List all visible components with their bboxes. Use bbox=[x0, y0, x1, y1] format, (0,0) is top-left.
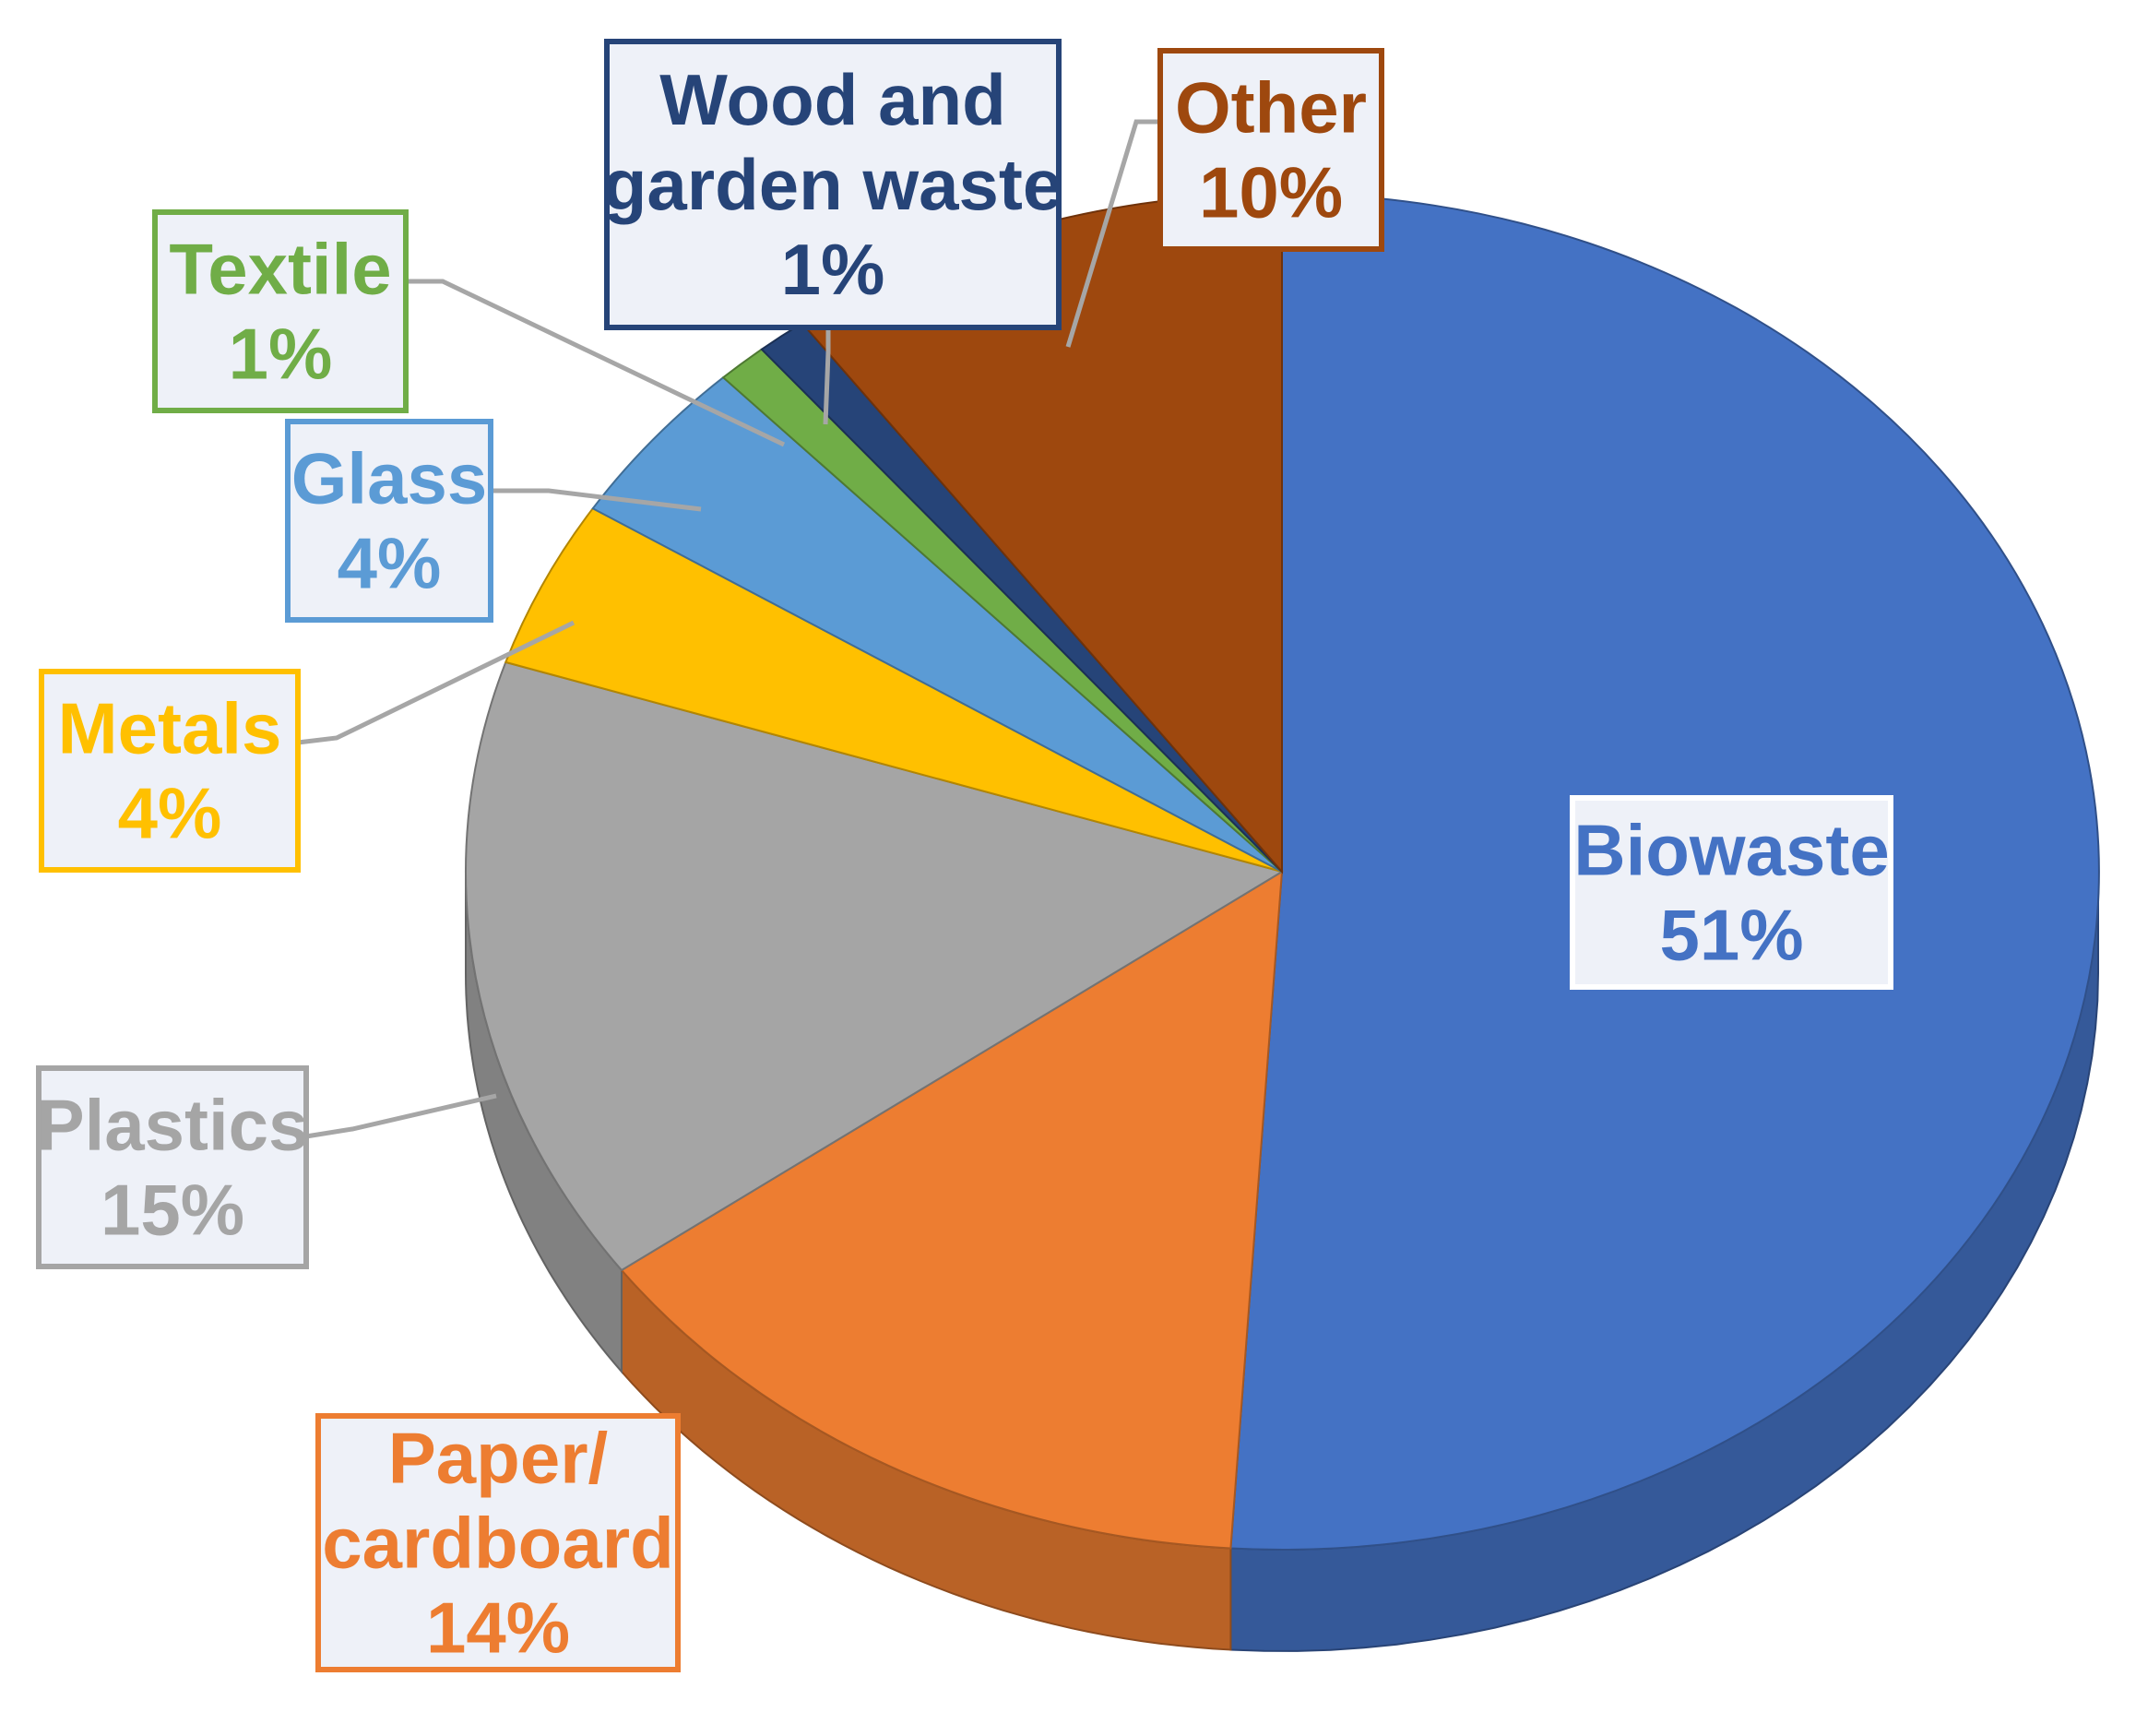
data-labels: Biowaste51%Paper/cardboard14%Plastics15%… bbox=[36, 39, 1893, 1672]
leader-lines bbox=[297, 119, 1160, 1139]
data-label-text: 4% bbox=[338, 523, 442, 604]
pie-slice-plastics bbox=[465, 660, 1285, 1272]
pie-slice-paper-cardboard bbox=[620, 870, 1284, 1550]
leader-line-metals bbox=[297, 620, 576, 745]
data-label-text: cardboard bbox=[322, 1503, 673, 1584]
data-label-text: 1% bbox=[781, 229, 885, 310]
data-label-text: 15% bbox=[101, 1170, 244, 1251]
data-label-text: Textile bbox=[169, 229, 391, 310]
data-label-box bbox=[285, 419, 493, 623]
data-label-text: Wood and bbox=[659, 59, 1006, 140]
data-label-box bbox=[1157, 48, 1384, 252]
data-label-text: garden waste bbox=[603, 144, 1063, 225]
leader-line-textile bbox=[406, 279, 786, 447]
data-label-text: Glass bbox=[291, 438, 487, 519]
data-label-box bbox=[604, 39, 1062, 330]
data-label-box bbox=[315, 1413, 681, 1672]
data-label-text: 4% bbox=[118, 773, 222, 854]
data-label-box bbox=[152, 209, 409, 413]
data-label-text: Other bbox=[1175, 67, 1367, 149]
leader-line-glass bbox=[491, 488, 702, 512]
data-label-text: 51% bbox=[1659, 895, 1803, 976]
leader-line-plastics bbox=[305, 1093, 497, 1139]
data-label-text: 1% bbox=[229, 314, 333, 395]
leader-line-wood-and-garden-waste bbox=[823, 327, 831, 425]
pie-slice-metals bbox=[504, 506, 1283, 873]
data-label-text: Paper/ bbox=[388, 1418, 608, 1499]
data-label-box bbox=[39, 669, 301, 873]
pie-slice-glass bbox=[591, 375, 1283, 873]
data-label-text: 14% bbox=[426, 1587, 570, 1669]
data-label-box bbox=[1570, 795, 1893, 990]
data-label-text: Plastics bbox=[37, 1085, 309, 1166]
data-label-text: Metals bbox=[58, 688, 282, 769]
data-label-text: Biowaste bbox=[1573, 810, 1889, 891]
leader-line-other bbox=[1065, 119, 1160, 348]
data-label-box bbox=[36, 1065, 309, 1269]
data-label-text: 10% bbox=[1199, 152, 1343, 233]
